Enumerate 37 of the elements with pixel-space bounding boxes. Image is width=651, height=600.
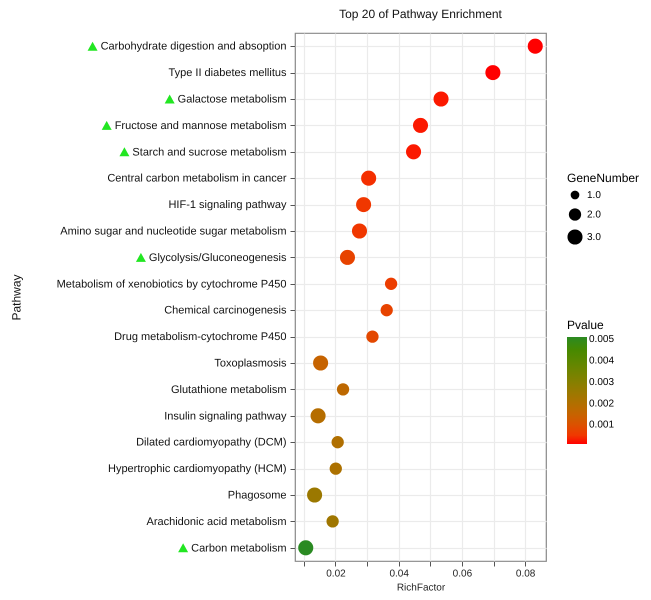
y-tick-label: Insulin signaling pathway (164, 410, 287, 422)
x-tick-label: 0.02 (326, 568, 346, 580)
legend-label: 1.0 (587, 190, 602, 201)
color-bar-label: 0.003 (589, 376, 614, 388)
chart-title: Top 20 of Pathway Enrichment (339, 7, 503, 21)
legend-label: 3.0 (587, 232, 602, 243)
y-tick-label: Amino sugar and nucleotide sugar metabolism (60, 226, 286, 238)
x-tick-label: 0.08 (516, 568, 536, 580)
x-tick-label: 0.04 (389, 568, 410, 580)
color-bar-label: 0.004 (589, 356, 614, 367)
legend-label: 2.0 (587, 210, 602, 220)
y-tick-label: HIF-1 signaling pathway (168, 199, 287, 212)
color-bar-label: 0.001 (589, 420, 614, 431)
y-tick-label: Chemical carcinogenesis (164, 304, 287, 317)
y-tick-label: Glycolysis/Gluconeogenesis (148, 252, 287, 264)
y-tick-label: Central carbon metabolism in cancer (107, 172, 287, 185)
x-axis-title: RichFactor (396, 582, 446, 594)
y-tick-label: Starch and sucrose metabolism (132, 146, 286, 158)
y-tick-label: Type II diabetes mellitus (168, 67, 287, 80)
y-tick-label: Arachidonic acid metabolism (146, 516, 286, 528)
color-bar-label: 0.002 (589, 398, 614, 410)
y-tick-label: Fructose and mannose metabolism (114, 120, 286, 132)
y-tick-label: Toxoplasmosis (214, 358, 287, 370)
x-tick-label: 0.06 (452, 568, 473, 580)
y-axis-title: Pathway (10, 274, 24, 321)
y-tick-label: Drug metabolism-cytochrome P450 (114, 331, 286, 344)
y-tick-label: Carbohydrate digestion and absoption (100, 40, 286, 53)
color-bar-title: Pvalue (567, 318, 604, 332)
y-tick-label: Carbon metabolism (191, 542, 286, 554)
y-tick-label: Hypertrophic cardiomyopathy (HCM) (108, 463, 286, 476)
y-tick-label: Phagosome (228, 490, 286, 502)
y-tick-label: Galactose metabolism (178, 94, 286, 106)
y-tick-label: Metabolism of xenobiotics by cytochrome P450 (56, 278, 286, 290)
color-bar-label: 0.005 (589, 334, 614, 346)
y-tick-label: Glutathione metabolism (170, 384, 286, 396)
legend-title: GeneNumber (567, 171, 640, 185)
y-tick-label: Dilated cardiomyopathy (DCM) (136, 436, 286, 449)
